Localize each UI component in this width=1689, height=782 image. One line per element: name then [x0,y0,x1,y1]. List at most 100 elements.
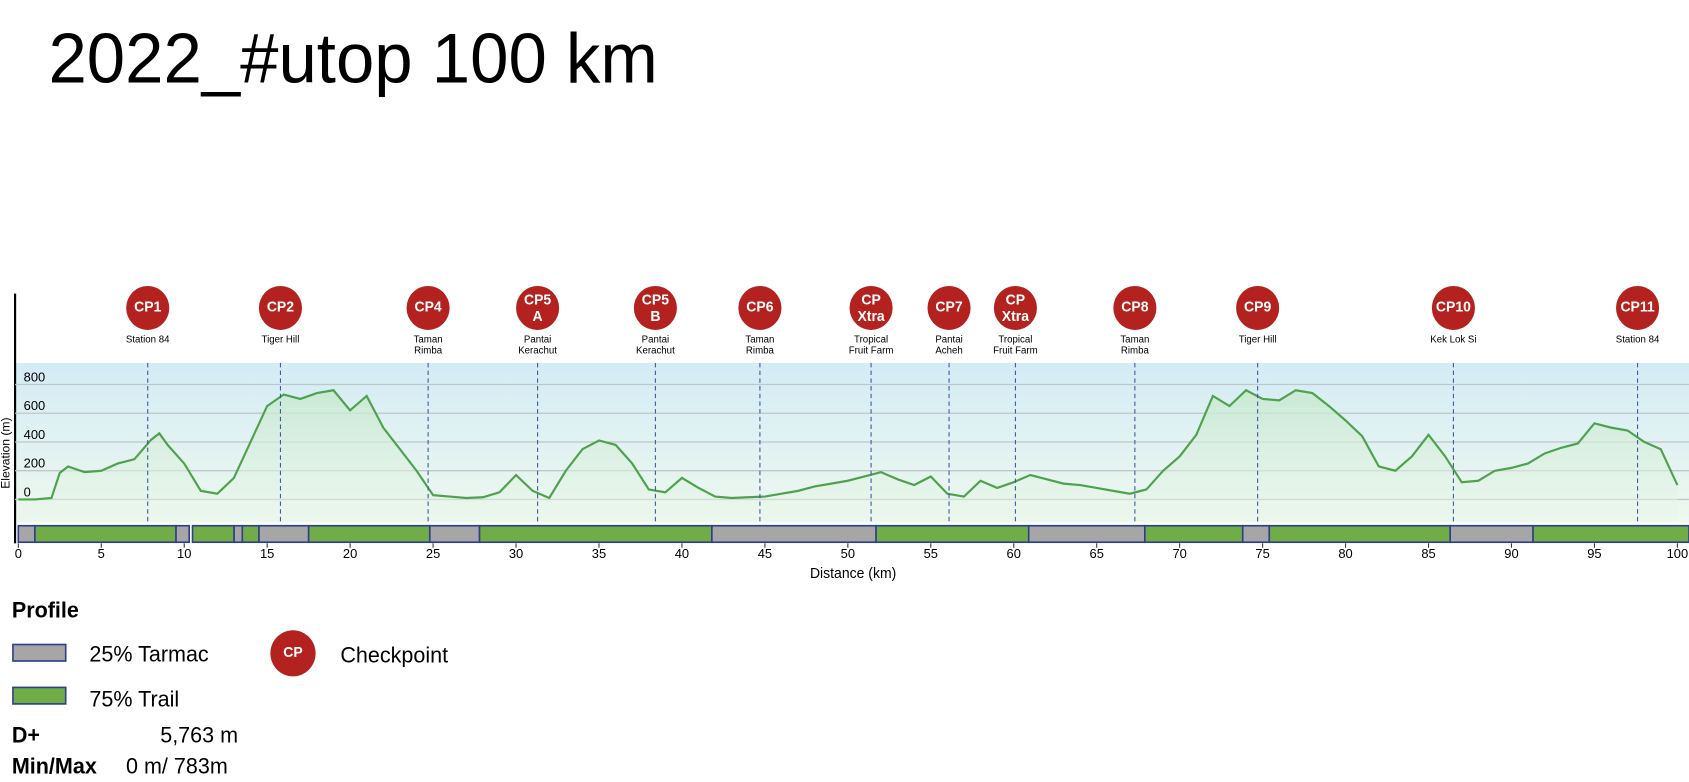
y-tick-label: 400 [24,427,46,442]
checkpoint-place: Fruit Farm [849,345,894,356]
y-tick-label: 800 [24,369,46,384]
stat-label: Min/Max [12,753,97,778]
legend: Profile 25% Tarmac 75% Trail CP Checkpoi… [12,597,448,711]
checkpoint-place: Rimba [746,345,775,356]
checkpoint-place: Pantai [642,334,669,345]
surface-segment [875,524,1030,544]
legend-label: 75% Trail [89,686,179,711]
checkpoint: CP11 Station 84 [1616,285,1660,524]
checkpoint-place: Taman [1120,334,1149,345]
checkpoint: CP2 Tiger Hill [258,285,302,524]
checkpoint-marker [633,285,677,330]
x-tick-label: 95 [1587,546,1601,561]
checkpoint-name: CP Xtra [1002,291,1029,324]
checkpoint: CP1 Station 84 [126,285,170,524]
stat-value: 5,763 m [160,723,238,748]
x-tick-label: 60 [1007,546,1021,561]
checkpoint-name: CP2 [267,299,294,315]
surface-segment [1449,524,1534,544]
checkpoint-place: Pantai [524,334,551,345]
legend-swatch [12,686,67,705]
x-tick-label: 10 [177,546,191,561]
surface-segment [34,524,177,544]
x-tick-label: 45 [758,546,772,561]
checkpoint: CP9 Tiger Hill [1236,285,1280,524]
x-tick-label: 75 [1255,546,1269,561]
surface-segment [428,524,481,544]
checkpoint-marker [1616,285,1660,330]
legend-label: Checkpoint [340,642,448,667]
checkpoint-place: Station 84 [126,334,170,345]
surface-segment [307,524,431,544]
y-axis-label: Elevation (m) [0,418,13,489]
y-tick-label: 600 [24,398,46,413]
x-tick-label: 40 [675,546,689,561]
checkpoint-marker [516,285,560,330]
x-tick-label: 35 [592,546,606,561]
checkpoint-name: CP1 [134,299,161,315]
checkpoint-place: Tiger Hill [1239,334,1277,345]
elevation-line [18,388,1679,501]
checkpoint-name: CP6 [746,299,773,315]
surface-segment [241,524,260,544]
surface-segment [1532,524,1689,544]
surface-segment [233,524,244,544]
checkpoint-name: CP4 [414,299,441,315]
x-tick-label: 80 [1338,546,1352,561]
y-tick-label: 0 [24,484,31,499]
surface-segment [175,524,191,544]
x-tick-label: 90 [1504,546,1518,561]
checkpoint-marker [993,285,1037,330]
checkpoint-marker [738,285,782,330]
checkpoint-marker [849,285,893,330]
x-tick-label: 15 [260,546,274,561]
checkpoint-marker [1236,285,1280,330]
stat-label: D+ [12,723,40,748]
checkpoint-place: Kerachut [636,345,675,356]
x-tick-label: 30 [509,546,523,561]
checkpoint-place: Tiger Hill [262,334,300,345]
checkpoint-name: CP11 [1620,299,1654,315]
checkpoint-place: Tropical [854,334,888,345]
checkpoint-marker [927,285,971,330]
checkpoint-name: CP5 A [524,291,551,324]
surface-segment [1027,524,1146,544]
checkpoint-place: Kerachut [518,345,557,356]
surface-segment [1144,524,1244,544]
surface-segment [1268,524,1451,544]
x-tick-label: 0 [15,546,22,561]
surface-segment [17,524,36,544]
legend-label: 25% Tarmac [89,641,208,666]
checkpoint-marker [258,285,302,330]
x-tick-label: 55 [924,546,938,561]
checkpoint-place: Tropical [998,334,1032,345]
checkpoint-place: Pantai [935,334,962,345]
checkpoint-place: Rimba [1121,345,1150,356]
x-tick-label: 85 [1421,546,1435,561]
x-axis-label: Distance (km) [810,565,896,581]
checkpoint-name: CP7 [935,299,962,315]
x-tick-label: 25 [426,546,440,561]
checkpoint-name: CP Xtra [857,291,884,324]
checkpoint-place: Fruit Farm [993,345,1038,356]
surface-segment [191,524,235,544]
chart-title: 2022_#utop 100 km [48,19,657,98]
surface-segment [710,524,877,544]
x-tick-label: 20 [343,546,357,561]
y-tick-label: 200 [24,455,46,470]
checkpoint-place: Kek Lok Si [1430,334,1476,345]
x-tick-label: 5 [98,546,105,561]
stat-value: 0 m/ 783m [126,753,228,778]
surface-segment [478,524,713,544]
surface-segment [1241,524,1271,544]
checkpoint-place: Station 84 [1616,334,1660,345]
legend-icon-label: CP [283,644,302,660]
checkpoint-marker [126,285,170,330]
